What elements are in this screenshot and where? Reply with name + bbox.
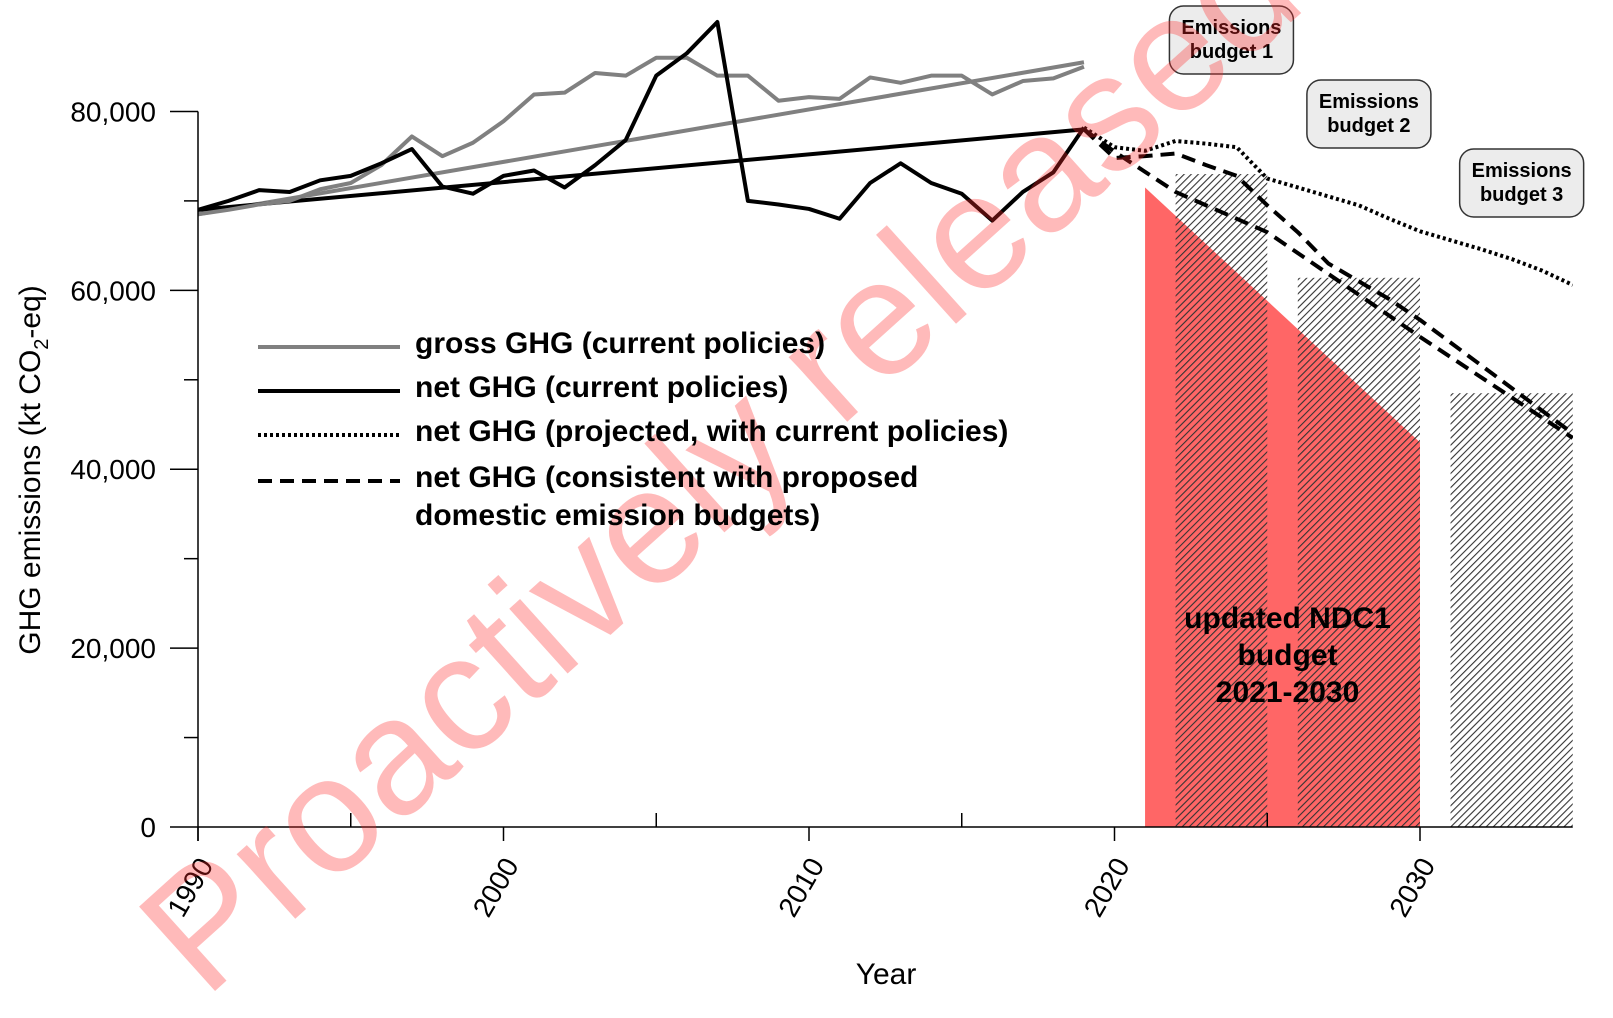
ndc-label: budget (1238, 639, 1338, 672)
y-tick-label: 40,000 (70, 454, 156, 485)
legend-label: net GHG (consistent with proposed domest… (415, 461, 919, 532)
y-axis-label-part: GHG emissions (kt CO (14, 350, 47, 655)
budget-label: budget 3 (1480, 184, 1563, 206)
budget-bar (1450, 393, 1573, 827)
series-line (198, 20, 1086, 223)
series-line (1082, 127, 1573, 440)
legend-label: gross GHG (current policies) (415, 327, 826, 360)
legend-label: net GHG (current policies) (415, 371, 789, 404)
budget-label-box (1168, 5, 1295, 75)
legend-label: net GHG (projected, with current policie… (415, 415, 1009, 448)
trend-line (198, 60, 1085, 217)
budget-bar (1175, 174, 1268, 828)
y-axis-label-part: -eq) (14, 285, 47, 338)
x-tick-label: 2020 (1078, 853, 1136, 922)
budget-label: budget 2 (1327, 115, 1410, 137)
x-tick-label: 2000 (467, 853, 525, 922)
budget-label: Emissions (1181, 17, 1281, 39)
ndc-label: updated NDC1 (1184, 602, 1391, 635)
y-axis-label: GHG emissions (kt CO2-eq) (14, 285, 53, 655)
budget-label: Emissions (1319, 91, 1419, 113)
budget-bar (1297, 277, 1420, 827)
x-tick-label: 2030 (1383, 853, 1441, 922)
budget-label: Emissions (1472, 160, 1572, 182)
series-line (1082, 125, 1573, 287)
y-axis-label-sub: 2 (31, 339, 53, 350)
series-line (198, 55, 1085, 217)
series-line (1082, 127, 1573, 436)
y-tick-label: 20,000 (70, 633, 156, 664)
y-tick-label: 60,000 (70, 275, 156, 306)
budget-label-box (1306, 79, 1432, 149)
ndc-label: 2021-2030 (1216, 676, 1359, 709)
trend-line (198, 127, 1085, 212)
y-tick-label: 0 (140, 812, 156, 843)
budget-label: budget 1 (1190, 41, 1273, 63)
y-tick-label: 80,000 (70, 96, 156, 127)
budget-label-box (1458, 148, 1585, 218)
x-axis-label: Year (856, 958, 917, 991)
x-tick-label: 2010 (772, 853, 830, 922)
